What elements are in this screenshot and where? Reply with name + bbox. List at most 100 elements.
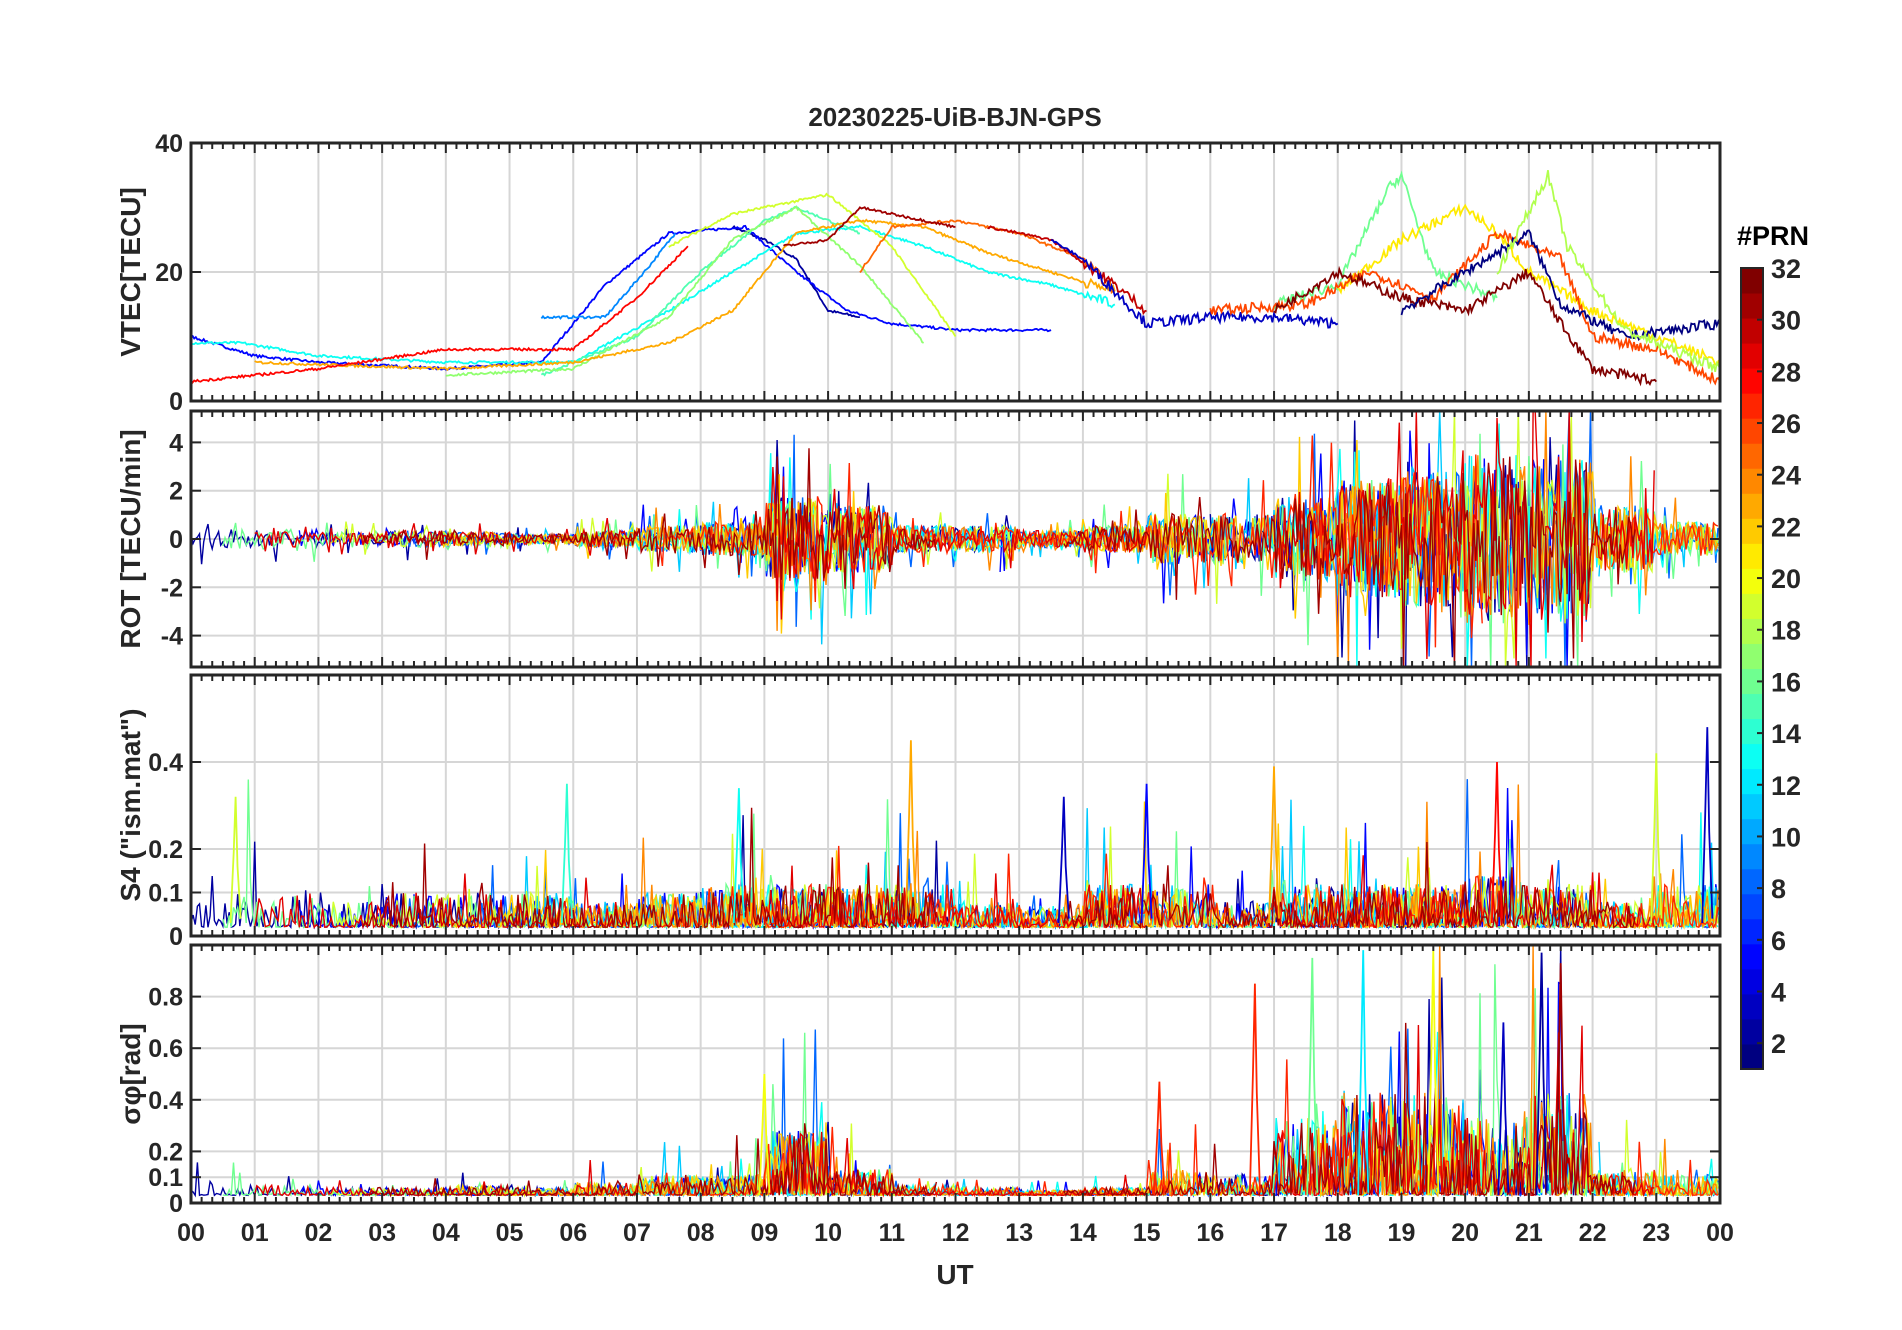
y-tick-label: 40 <box>155 130 183 158</box>
y-tick-label: 2 <box>169 478 183 506</box>
x-tick-label: 02 <box>305 1219 333 1247</box>
x-tick-label: 10 <box>814 1219 842 1247</box>
colorbar-tick-label: 30 <box>1771 306 1801 336</box>
colorbar-swatch <box>1741 618 1763 644</box>
x-tick-label: 03 <box>368 1219 396 1247</box>
colorbar-swatch <box>1741 368 1763 394</box>
colorbar-swatch <box>1741 643 1763 669</box>
colorbar-tick-label: 20 <box>1771 564 1801 594</box>
colorbar-swatch <box>1741 893 1763 920</box>
colorbar-swatch <box>1741 318 1763 344</box>
y-axis-label-rot: ROT [TECU/min] <box>115 429 146 648</box>
colorbar-tick-label: 12 <box>1771 771 1801 801</box>
series-prn-29 <box>1273 1024 1655 1198</box>
series-prn-13 <box>732 788 745 924</box>
colorbar-swatch <box>1741 518 1763 544</box>
panel-s4: 0 0.1 0.2 0.4 <box>148 673 1722 951</box>
colorbar-tick-label: 8 <box>1771 874 1786 904</box>
colorbar-swatch <box>1741 793 1763 820</box>
x-tick-label: 01 <box>241 1219 269 1247</box>
series-prn-31 <box>1063 841 1636 930</box>
x-tick-label: 04 <box>432 1219 460 1247</box>
series-prn-27 <box>1153 1081 1166 1196</box>
x-tick-label: 15 <box>1133 1219 1161 1247</box>
series-prn-19 <box>229 796 242 924</box>
colorbar-swatch <box>1741 593 1763 619</box>
colorbar-swatch <box>1741 868 1763 895</box>
series-prn-32 <box>1273 265 1657 387</box>
series-prn-2 <box>1535 952 1548 1196</box>
colorbar-swatch <box>1741 693 1763 720</box>
series-prn-16 <box>1273 170 1498 310</box>
series-prn-31 <box>1063 1022 1636 1197</box>
series-prn-2 <box>731 224 860 319</box>
y-tick-label: 20 <box>155 259 183 287</box>
y-tick-label: 0.4 <box>148 749 183 777</box>
series-prn-15 <box>540 205 861 377</box>
series-prn-2 <box>191 841 574 930</box>
y-tick-label: -4 <box>161 623 183 651</box>
x-tick-label: 18 <box>1324 1219 1352 1247</box>
colorbar-tick-label: 6 <box>1771 926 1786 956</box>
colorbar-swatch <box>1741 718 1763 745</box>
series-prn-1 <box>1400 229 1720 342</box>
colorbar-tick-label: 10 <box>1771 822 1801 852</box>
x-tick-label: 17 <box>1260 1219 1288 1247</box>
x-tick-label: 05 <box>496 1219 524 1247</box>
series-prn-19 <box>668 192 957 337</box>
series-prn-23 <box>254 218 1116 372</box>
panel-rot: -4 -2 0 2 4 <box>161 409 1722 669</box>
series-prn-5 <box>1140 783 1153 924</box>
x-tick-label: 13 <box>1005 1219 1033 1247</box>
colorbar-swatch <box>1741 468 1763 494</box>
colorbar-swatch <box>1741 268 1763 294</box>
panel-sigma_phi: 00.10.2 0.4 0.6 0.8 <box>148 943 1722 1218</box>
series-prn-31 <box>1063 456 1636 667</box>
x-tick-label: 07 <box>623 1219 651 1247</box>
y-tick-label: 0.2 <box>148 836 183 864</box>
x-tick-label: 00 <box>1706 1219 1734 1247</box>
y-axis-label-vtec: VTEC[TECU] <box>115 187 146 357</box>
colorbar-swatch <box>1741 993 1763 1020</box>
colorbar-title: #PRN <box>1737 221 1809 251</box>
series-prn-17 <box>445 205 925 377</box>
series-prn-28 <box>1491 761 1503 924</box>
series-prn-14 <box>560 783 573 924</box>
y-tick-label: 0 <box>169 526 183 554</box>
x-tick-label: 00 <box>177 1219 205 1247</box>
x-tick-label: 16 <box>1196 1219 1224 1247</box>
colorbar-tick-label: 2 <box>1771 1029 1786 1059</box>
x-tick-label: 11 <box>879 1219 906 1247</box>
series-prn-29 <box>763 865 1148 930</box>
series-prn-9 <box>540 232 677 320</box>
x-tick-label: 14 <box>1069 1219 1097 1247</box>
colorbar-tick-label: 22 <box>1771 512 1801 542</box>
colorbar-swatch <box>1741 493 1763 519</box>
y-tick-label: 4 <box>169 429 183 457</box>
series-prn-29 <box>763 466 1148 620</box>
series-prn-12 <box>1357 950 1370 1196</box>
colorbar-swatch <box>1741 668 1763 695</box>
y-tick-label: 0 <box>169 388 183 416</box>
series-prn-19 <box>1650 753 1663 924</box>
x-tick-label: 08 <box>687 1219 715 1247</box>
y-tick-label: 0.1 <box>148 1164 183 1192</box>
series-prn-3 <box>1057 796 1070 924</box>
series-prn-3 <box>1497 1022 1510 1196</box>
colorbar-box <box>1740 267 1764 1070</box>
colorbar-tick-label: 26 <box>1771 409 1801 439</box>
y-axis-label-s4: S4 ("ism.mat") <box>115 708 146 901</box>
series-prn-27 <box>655 1059 1483 1198</box>
y-tick-label: 0 <box>169 1190 183 1218</box>
colorbar-swatch <box>1741 343 1763 369</box>
series-prn-31 <box>362 448 938 589</box>
colorbar-swatch <box>1741 543 1763 569</box>
x-axis-label: UT <box>936 1259 973 1290</box>
colorbar-swatch <box>1741 393 1763 419</box>
series-prn-29 <box>254 517 638 556</box>
x-tick-label: 21 <box>1515 1219 1543 1247</box>
colorbar-tick-label: 28 <box>1771 357 1801 387</box>
series-prn-23 <box>904 740 917 924</box>
